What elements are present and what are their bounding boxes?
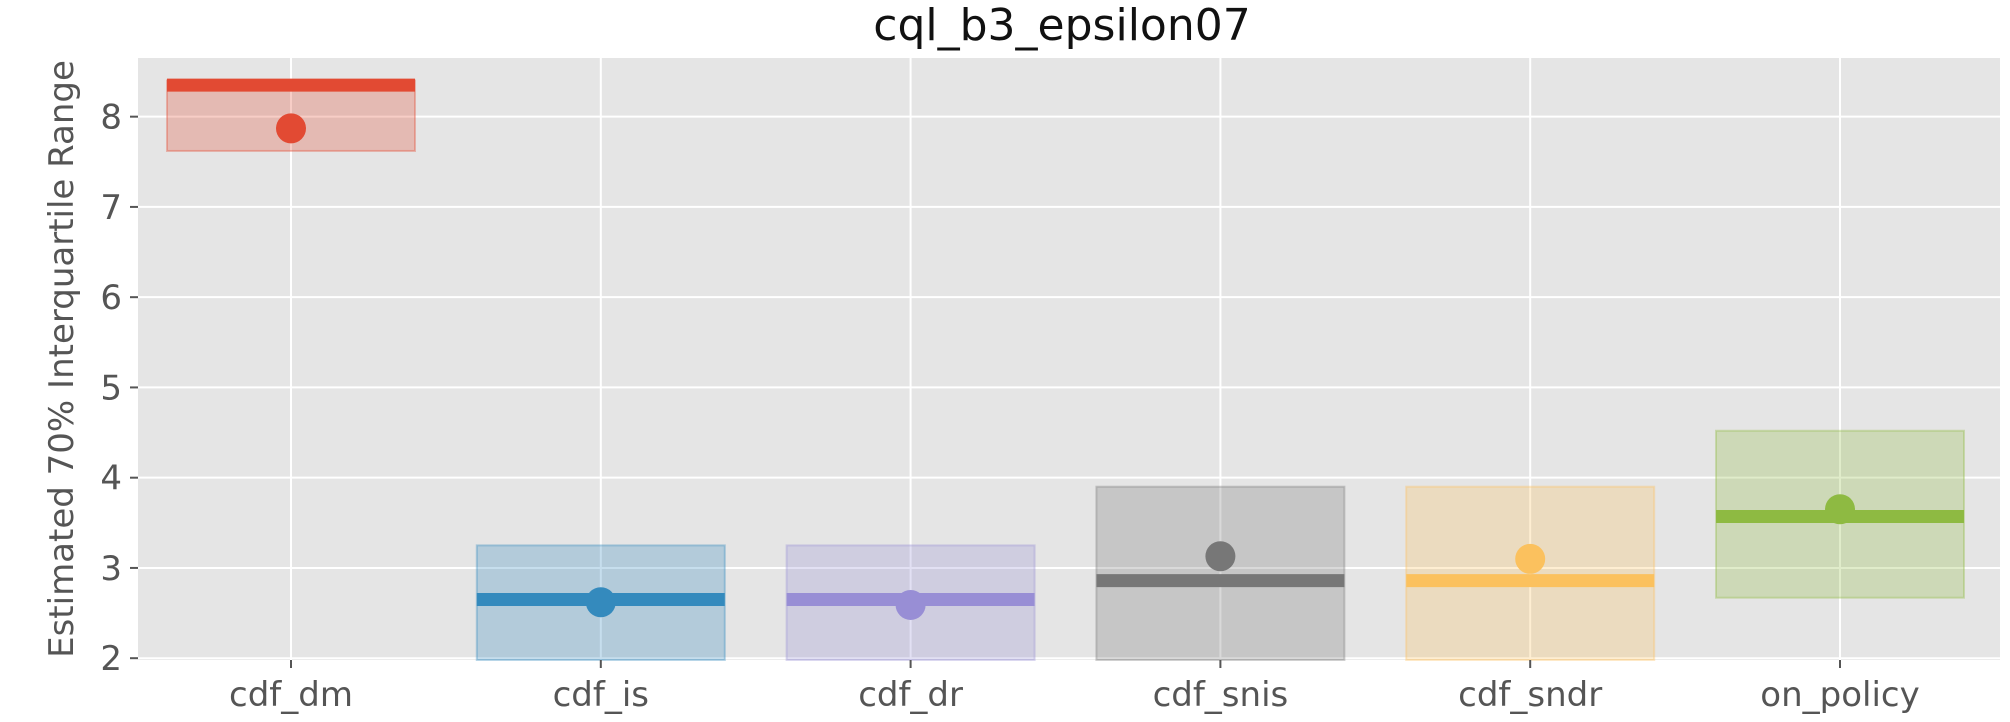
y-tick-label: 7 xyxy=(100,188,122,228)
y-axis-label: Estimated 70% Interquartile Range xyxy=(42,60,82,658)
x-tick-label: cdf_snis xyxy=(1153,675,1289,715)
y-tick-label: 6 xyxy=(100,278,122,318)
interval-box-cdf_snis xyxy=(1095,485,1346,661)
y-tick-label: 3 xyxy=(100,549,122,589)
x-tick-label: cdf_is xyxy=(553,675,649,715)
x-tick-label: cdf_sndr xyxy=(1458,675,1602,715)
chart-title: cql_b3_epsilon07 xyxy=(873,0,1250,51)
x-tick-label: cdf_dr xyxy=(858,675,963,715)
x-tick-label: on_policy xyxy=(1760,675,1919,715)
estimate-point-cdf_is xyxy=(585,587,616,618)
estimate-point-on_policy xyxy=(1825,494,1855,525)
y-tick-label: 8 xyxy=(100,98,122,138)
tick-labels: 2 3 4 5 6 7 8 cdf_dm cdf_is cdf_dr cdf_snis cdf_snd… xyxy=(100,98,1919,715)
y-tick-label: 5 xyxy=(100,368,122,408)
estimate-point-cdf_dr xyxy=(895,589,926,620)
estimate-point-cdf_dm xyxy=(276,113,306,144)
chart-marks xyxy=(166,78,1965,661)
plot-background xyxy=(138,58,2000,660)
estimate-point-cdf_sndr xyxy=(1515,543,1546,574)
y-tick-label: 4 xyxy=(100,459,122,499)
x-tick-label: cdf_dm xyxy=(229,675,353,715)
y-tick-label: 2 xyxy=(100,639,122,679)
estimate-point-cdf_snis xyxy=(1205,541,1236,572)
